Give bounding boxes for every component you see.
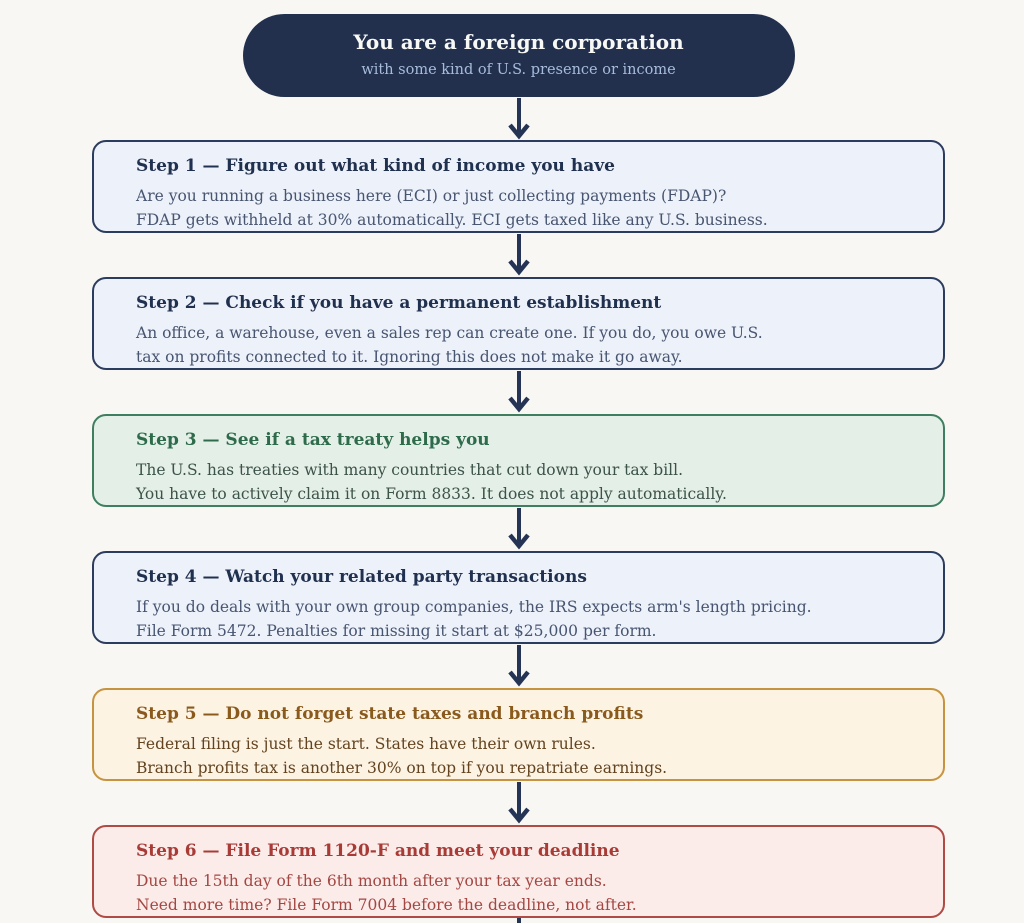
step-1-box: Step 1 — Figure out what kind of income … — [92, 140, 945, 233]
connector-2 — [92, 233, 945, 277]
step-2-line-2: tax on profits connected to it. Ignoring… — [136, 348, 683, 366]
step-4-line-2: File Form 5472. Penalties for missing it… — [136, 622, 657, 640]
connector-4 — [92, 507, 945, 551]
step-5-line-1: Federal filing is just the start. States… — [136, 735, 596, 753]
down-arrow-icon — [507, 645, 530, 687]
flowchart-column: You are a foreign corporation with some … — [92, 0, 945, 923]
step-5-box: Step 5 — Do not forget state taxes and b… — [92, 688, 945, 781]
down-arrow-icon — [507, 97, 530, 140]
step-4-box: Step 4 — Watch your related party transa… — [92, 551, 945, 644]
start-node-subtitle: with some kind of U.S. presence or incom… — [361, 62, 676, 78]
start-node: You are a foreign corporation with some … — [242, 14, 795, 97]
down-arrow-icon — [507, 782, 530, 824]
step-3-title: Step 3 — See if a tax treaty helps you — [136, 430, 490, 450]
step-2-line-1: An office, a warehouse, even a sales rep… — [136, 324, 763, 342]
step-6-title: Step 6 — File Form 1120-F and meet your … — [136, 841, 620, 861]
step-6-line-1: Due the 15th day of the 6th month after … — [136, 872, 607, 890]
start-node-title: You are a foreign corporation — [353, 30, 684, 54]
step-5-line-2: Branch profits tax is another 30% on top… — [136, 759, 668, 777]
step-5-title: Step 5 — Do not forget state taxes and b… — [136, 704, 644, 724]
step-3-line-2: You have to actively claim it on Form 88… — [136, 485, 727, 503]
down-arrow-icon — [507, 508, 530, 550]
connector-6 — [92, 781, 945, 825]
step-6-box: Step 6 — File Form 1120-F and meet your … — [92, 825, 945, 918]
step-1-title: Step 1 — Figure out what kind of income … — [136, 156, 615, 176]
step-2-title: Step 2 — Check if you have a permanent e… — [136, 293, 662, 313]
connector-7-clipped — [92, 918, 945, 923]
step-3-box: Step 3 — See if a tax treaty helps you T… — [92, 414, 945, 507]
step-3-line-1: The U.S. has treaties with many countrie… — [136, 461, 684, 479]
step-6-line-2: Need more time? File Form 7004 before th… — [136, 896, 637, 914]
step-1-line-2: FDAP gets withheld at 30% automatically.… — [136, 211, 768, 229]
connector-1 — [92, 97, 945, 140]
step-4-line-1: If you do deals with your own group comp… — [136, 598, 812, 616]
connector-5 — [92, 644, 945, 688]
down-arrow-icon — [507, 234, 530, 276]
step-4-title: Step 4 — Watch your related party transa… — [136, 567, 587, 587]
step-1-line-1: Are you running a business here (ECI) or… — [136, 187, 727, 205]
down-arrow-shaft — [516, 918, 521, 923]
down-arrow-icon — [507, 371, 530, 413]
step-2-box: Step 2 — Check if you have a permanent e… — [92, 277, 945, 370]
connector-3 — [92, 370, 945, 414]
